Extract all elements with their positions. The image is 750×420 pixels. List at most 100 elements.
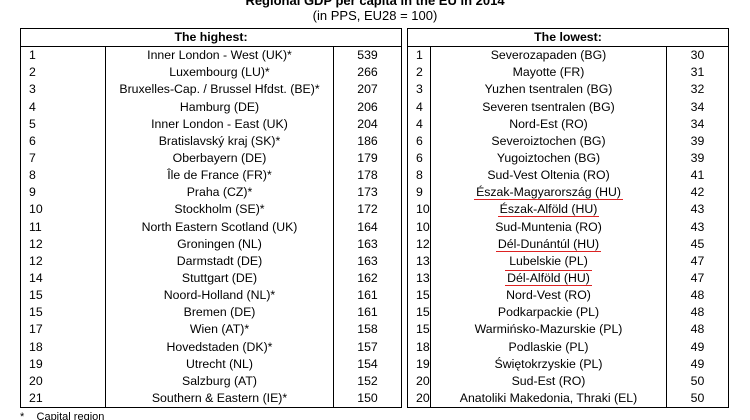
rank-cell: 14: [20, 269, 106, 288]
value-cell: 49: [666, 355, 729, 373]
table-row: 4 Severen tsentralen (BG) 34: [407, 98, 729, 116]
table-row: 15 Bremen (DE) 161: [20, 304, 402, 322]
name-cell: Dél-Dunántúl (HU): [430, 235, 667, 253]
value-cell: 47: [666, 252, 729, 270]
rank-cell: 18: [20, 338, 106, 356]
name-cell: Podlaskie (PL): [430, 338, 667, 356]
rank-cell: 15: [407, 287, 431, 305]
title: Regional GDP per capita in the EU in 201…: [245, 0, 505, 8]
name-cell: Salzburg (AT): [105, 372, 334, 390]
rank-cell: 15: [20, 287, 106, 305]
rank-cell: 4: [20, 98, 106, 116]
value-cell: 42: [666, 184, 729, 202]
table-row: 3 Bruxelles-Cap. / Brussel Hfdst. (BE)* 20…: [20, 81, 402, 99]
rank-cell: 1: [20, 46, 106, 65]
rank-cell: 4: [407, 115, 431, 133]
value-cell: 158: [333, 321, 402, 339]
name-cell: Southern & Eastern (IE)*: [105, 389, 334, 408]
highlighted-name: Dél-Dunántúl (HU): [495, 236, 602, 252]
name-cell: North Eastern Scotland (UK): [105, 218, 334, 236]
table-row: 5 Inner London - East (UK) 204: [20, 115, 402, 133]
name-cell: Utrecht (NL): [105, 355, 334, 373]
rank-cell: 10: [407, 218, 431, 236]
table-row: 6 Bratislavský kraj (SK)* 186: [20, 132, 402, 150]
value-cell: 49: [666, 338, 729, 356]
rank-cell: 15: [20, 304, 106, 322]
table-row: 15 Warmińsko-Mazurskie (PL) 48: [407, 321, 729, 339]
name-cell: Bratislavský kraj (SK)*: [105, 132, 334, 150]
name-cell: Sud-Muntenia (RO): [430, 218, 667, 236]
table-row: 10 Észak-Alföld (HU) 43: [407, 201, 729, 219]
rank-cell: 8: [20, 167, 106, 185]
rank-cell: 10: [20, 201, 106, 219]
table-row: 15 Nord-Vest (RO) 48: [407, 287, 729, 305]
value-cell: 43: [666, 218, 729, 236]
rank-cell: 21: [20, 389, 106, 408]
table-row: 8 Sud-Vest Oltenia (RO) 41: [407, 167, 729, 185]
table-row: 20 Salzburg (AT) 152: [20, 372, 402, 390]
table-row: 9 Észak-Magyarország (HU) 42: [407, 184, 729, 202]
rank-cell: 9: [407, 184, 431, 202]
table-row: 19 Utrecht (NL) 154: [20, 355, 402, 373]
value-cell: 150: [333, 389, 402, 408]
name-cell: Severoiztochen (BG): [430, 132, 667, 150]
name-cell: Sud-Vest Oltenia (RO): [430, 167, 667, 185]
name-cell: Észak-Magyarország (HU): [430, 184, 667, 202]
rank-cell: 11: [20, 218, 106, 236]
name-cell: Észak-Alföld (HU): [430, 201, 667, 219]
table-row: 18 Hovedstaden (DK)* 157: [20, 338, 402, 356]
name-cell: Oberbayern (DE): [105, 149, 334, 168]
name-cell: Bruxelles-Cap. / Brussel Hfdst. (BE)*: [105, 81, 334, 99]
name-cell: Dél-Alföld (HU): [430, 269, 667, 288]
name-cell: Île de France (FR)*: [105, 167, 334, 185]
rank-cell: 1: [407, 46, 431, 65]
rank-cell: 6: [407, 149, 431, 168]
name-cell: Hovedstaden (DK)*: [105, 338, 334, 356]
name-cell: Stockholm (SE)*: [105, 201, 334, 219]
rank-cell: 20: [407, 372, 431, 390]
value-cell: 164: [333, 218, 402, 236]
value-cell: 154: [333, 355, 402, 373]
name-cell: Świętokrzyskie (PL): [430, 355, 667, 373]
value-cell: 163: [333, 235, 402, 253]
table-row: 12 Groningen (NL) 163: [20, 235, 402, 253]
name-cell: Nord-Est (RO): [430, 115, 667, 133]
rank-cell: 4: [407, 98, 431, 116]
rank-cell: 20: [20, 372, 106, 390]
name-cell: Hamburg (DE): [105, 98, 334, 116]
rank-cell: 2: [407, 64, 431, 82]
rank-cell: 12: [20, 235, 106, 253]
table-row: 20 Sud-Est (RO) 50: [407, 372, 729, 390]
value-cell: 186: [333, 132, 402, 150]
table-row: 15 Noord-Holland (NL)* 161: [20, 287, 402, 305]
value-cell: 161: [333, 304, 402, 322]
table-row: 6 Severoiztochen (BG) 39: [407, 132, 729, 150]
rank-cell: 17: [20, 321, 106, 339]
value-cell: 206: [333, 98, 402, 116]
table-row: 4 Nord-Est (RO) 34: [407, 115, 729, 133]
table-row: 11 North Eastern Scotland (UK) 164: [20, 218, 402, 236]
rank-cell: 3: [20, 81, 106, 99]
table-row: 2 Luxembourg (LU)* 266: [20, 64, 402, 82]
table-row: 6 Yugoiztochen (BG) 39: [407, 149, 729, 168]
rank-cell: 13: [407, 269, 431, 288]
value-cell: 50: [666, 372, 729, 390]
rank-cell: 3: [407, 81, 431, 99]
table-row: 18 Podlaskie (PL) 49: [407, 338, 729, 356]
highlighted-name: Dél-Alföld (HU): [505, 270, 592, 287]
name-cell: Warmińsko-Mazurskie (PL): [430, 321, 667, 339]
value-cell: 207: [333, 81, 402, 99]
value-cell: 157: [333, 338, 402, 356]
rank-cell: 7: [20, 149, 106, 168]
rank-cell: 6: [20, 132, 106, 150]
table-row: 2 Mayotte (FR) 31: [407, 64, 729, 82]
rank-cell: 19: [20, 355, 106, 373]
table-row: 10 Sud-Muntenia (RO) 43: [407, 218, 729, 236]
name-cell: Yuzhen tsentralen (BG): [430, 81, 667, 99]
table-row: 17 Wien (AT)* 158: [20, 321, 402, 339]
lowest-table: The lowest: 1 Severozapaden (BG) 30 2 Mayott…: [407, 28, 729, 409]
name-cell: Anatoliki Makedonia, Thraki (EL): [430, 389, 667, 408]
table-row: 3 Yuzhen tsentralen (BG) 32: [407, 81, 729, 99]
table-row: 14 Stuttgart (DE) 162: [20, 269, 402, 288]
